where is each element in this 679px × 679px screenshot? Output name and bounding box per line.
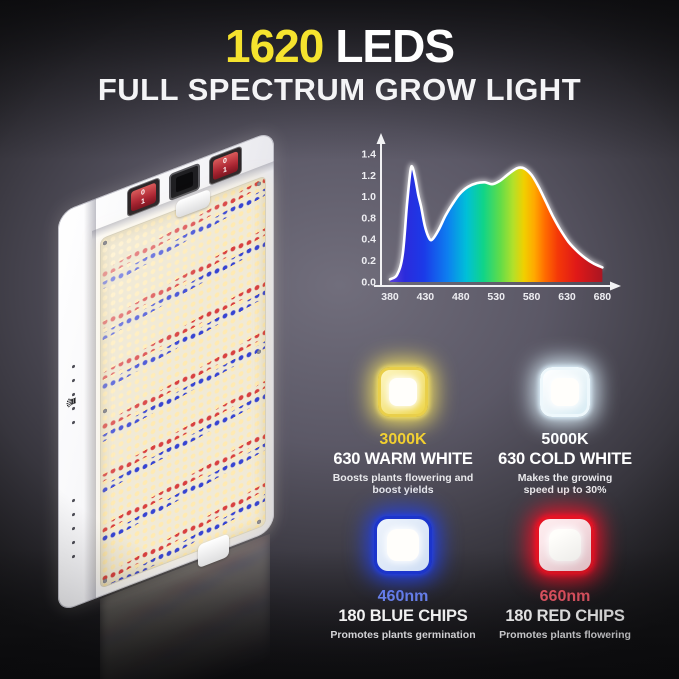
warm-white-led-icon [378,367,428,417]
feature-cold-white: 5000K 630 COLD WHITE Makes the growing s… [477,351,653,496]
feature-title: 630 COLD WHITE [498,449,632,468]
feature-temp: 5000K [541,431,589,448]
feature-blue-chips: 460nm 180 BLUE CHIPS Promotes plants ger… [315,508,491,641]
led-count: 1620 [224,20,324,72]
feature-temp: 3000K [379,431,427,448]
feature-desc: Makes the growing speed up to 30% [517,471,613,497]
vent-holes [72,498,75,559]
y-axis-arrow-icon [376,133,386,144]
red-led-icon [536,516,594,574]
switch-on-label: 1 [223,166,227,175]
y-tick-label: 0.2 [361,255,376,267]
feature-title: 180 RED CHIPS [505,606,625,625]
led-board [100,175,266,589]
switch-on-label: 1 [141,197,145,207]
x-tick-label: 530 [487,291,505,303]
led-count-heading: 1620 LEDS [0,22,679,70]
y-tick-label: 1.0 [361,191,376,203]
x-tick-label: 480 [452,291,470,303]
switch-off-label: 0 [141,188,145,198]
feature-title: 630 WARM WHITE [333,449,473,468]
feature-red-chips: 660nm 180 RED CHIPS Promotes plants flow… [477,508,653,641]
feature-desc: Boosts plants flowering and boost yields [332,471,474,497]
y-tick-label: 0.8 [361,212,376,224]
x-tick-label: 680 [594,291,612,303]
x-tick-label: 580 [523,291,541,303]
y-tick-label: 1.2 [361,170,376,182]
x-axis-arrow-icon [610,281,621,291]
feature-desc: Promotes plants flowering [499,628,631,641]
grow-light-panel: 0 1 0 1 ♛ KINGLED [58,130,274,679]
feature-temp: 660nm [539,588,591,605]
spectrum-chart: 1.4 1.2 1.0 0.8 0.4 0.2 0.0 380 430 480 530 580 630 6… [358,128,658,308]
led-count-suffix: LEDS [335,20,455,72]
spectrum-chart-canvas: 1.4 1.2 1.0 0.8 0.4 0.2 0.0 380 430 480 530 580 630 6… [361,133,621,303]
cold-white-led-icon [540,367,590,417]
poster-subtitle: FULL SPECTRUM GROW LIGHT [97,72,582,108]
x-tick-label: 630 [558,291,576,303]
feature-title: 180 BLUE CHIPS [338,606,468,625]
feature-warm-white: 3000K 630 WARM WHITE Boosts plants flowe… [315,351,491,496]
y-tick-label: 1.4 [361,149,376,161]
x-tick-label: 380 [381,291,399,303]
x-tick-label: 430 [417,291,435,303]
y-tick-label: 0.0 [361,276,376,288]
side-edge-shading [84,198,96,604]
blue-led-icon [374,516,432,574]
y-tick-label: 0.4 [361,234,376,246]
feature-desc: Promotes plants germination [330,628,476,641]
title-block: 1620 LEDS FULL SPECTRUM GROW LIGHT [0,22,679,108]
switch-off-label: 0 [223,157,227,166]
feature-temp: 460nm [377,588,429,605]
